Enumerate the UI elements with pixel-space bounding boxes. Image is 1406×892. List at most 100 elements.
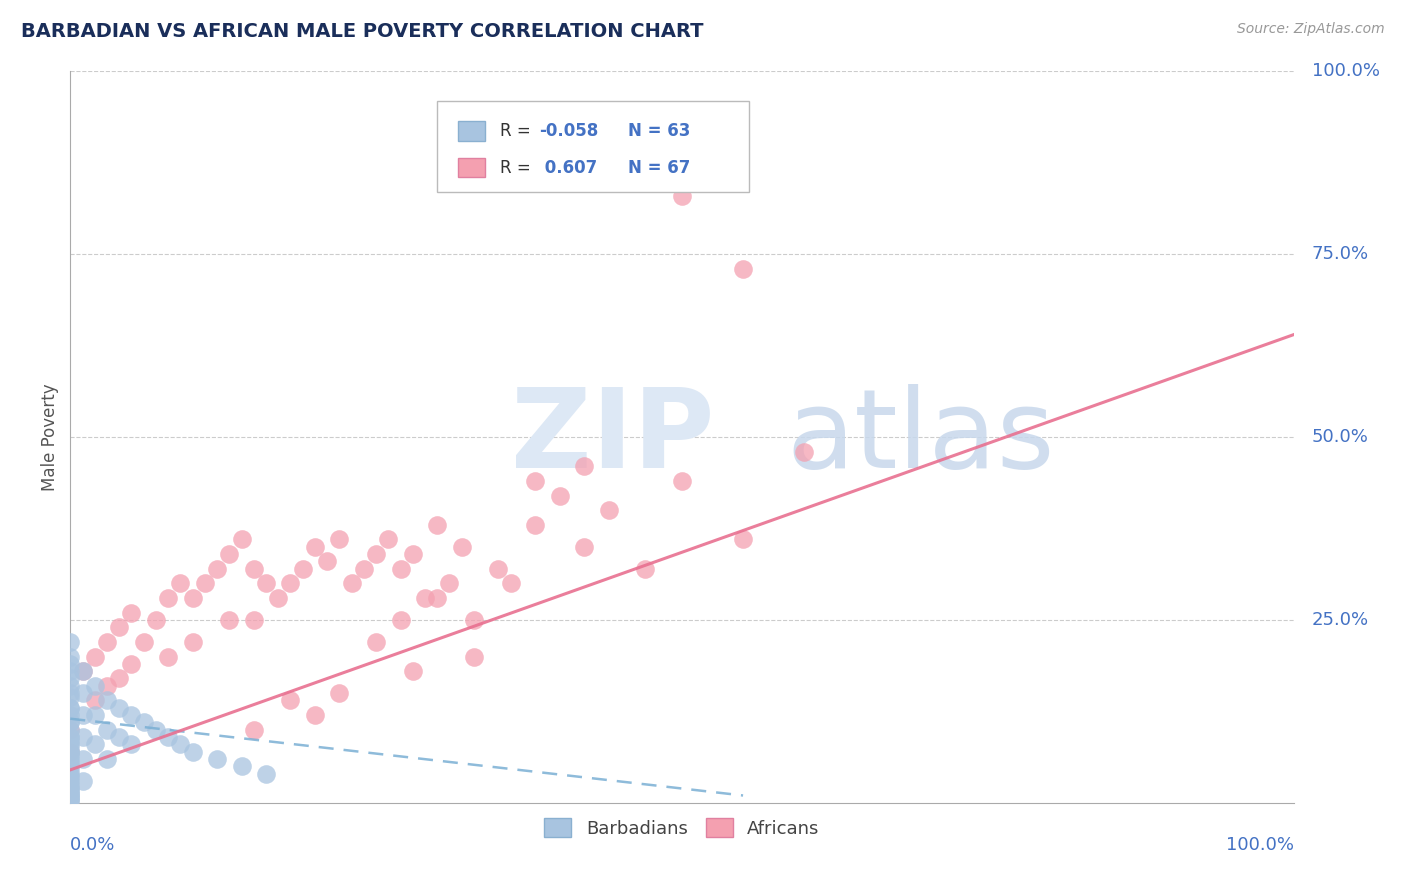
Point (59, 700, 82, 714)
Text: N = 67: N = 67 (628, 159, 690, 177)
Point (83, 708, 105, 723)
Point (121, 708, 143, 723)
Text: BARBADIAN VS AFRICAN MALE POVERTY CORRELATION CHART: BARBADIAN VS AFRICAN MALE POVERTY CORREL… (21, 22, 703, 41)
Point (83, 737, 105, 751)
Point (96, 679, 118, 693)
Point (389, 562, 412, 576)
Point (59, 766, 82, 780)
Point (733, 261, 755, 276)
Point (108, 672, 131, 686)
Text: 50.0%: 50.0% (1312, 428, 1369, 446)
Point (72, 664, 94, 678)
Point (548, 489, 571, 503)
Point (157, 730, 180, 744)
Point (181, 591, 204, 605)
Point (83, 679, 105, 693)
Point (59, 730, 82, 744)
FancyBboxPatch shape (437, 101, 749, 192)
Point (96, 693, 118, 707)
Point (426, 517, 449, 532)
Point (83, 693, 105, 707)
Point (157, 649, 180, 664)
FancyBboxPatch shape (458, 121, 485, 141)
Point (353, 562, 375, 576)
Point (132, 715, 155, 730)
Point (291, 562, 314, 576)
Text: R =: R = (499, 122, 536, 140)
Point (72, 752, 94, 766)
Point (463, 649, 485, 664)
Point (59, 733, 82, 747)
Point (108, 730, 131, 744)
Point (59, 657, 82, 671)
Point (83, 649, 105, 664)
Point (218, 547, 240, 561)
Point (59, 787, 82, 801)
Text: R =: R = (499, 159, 536, 177)
Point (194, 576, 217, 591)
Point (59, 740, 82, 755)
Point (121, 606, 143, 620)
Point (524, 517, 547, 532)
Point (59, 789, 82, 804)
Point (157, 591, 180, 605)
Point (340, 576, 363, 591)
Point (402, 547, 425, 561)
Point (254, 766, 277, 780)
Point (450, 540, 472, 554)
Point (169, 737, 191, 751)
Point (377, 533, 399, 547)
Point (59, 715, 82, 730)
Point (366, 547, 388, 561)
Point (181, 635, 204, 649)
Point (72, 708, 94, 723)
Point (59, 690, 82, 704)
Point (59, 635, 82, 649)
Point (793, 444, 815, 458)
Text: 0.607: 0.607 (538, 159, 598, 177)
Text: N = 63: N = 63 (628, 122, 690, 140)
Point (59, 672, 82, 686)
Point (72, 773, 94, 788)
Point (59, 730, 82, 744)
Point (413, 591, 436, 605)
Point (254, 576, 277, 591)
Point (280, 693, 302, 707)
Point (145, 723, 167, 737)
Point (96, 752, 118, 766)
Point (402, 664, 425, 678)
Point (205, 562, 228, 576)
Point (59, 700, 82, 714)
Point (96, 723, 118, 737)
Point (280, 576, 302, 591)
Point (121, 657, 143, 671)
Text: 100.0%: 100.0% (1312, 62, 1379, 80)
Point (634, 562, 657, 576)
Y-axis label: Male Poverty: Male Poverty (41, 384, 59, 491)
Point (96, 635, 118, 649)
Point (389, 613, 412, 627)
Point (59, 679, 82, 693)
Point (59, 785, 82, 799)
Text: 75.0%: 75.0% (1312, 245, 1369, 263)
Point (59, 649, 82, 664)
Point (499, 576, 522, 591)
Point (316, 554, 339, 568)
Point (121, 737, 143, 751)
Point (59, 715, 82, 730)
Point (572, 540, 595, 554)
Point (572, 459, 595, 474)
Text: ZIP: ZIP (510, 384, 714, 491)
Point (59, 745, 82, 759)
Point (59, 723, 82, 737)
Text: atlas: atlas (786, 384, 1054, 491)
Text: 0.0%: 0.0% (70, 836, 115, 854)
Point (205, 752, 228, 766)
Text: 25.0%: 25.0% (1312, 611, 1369, 629)
Point (243, 562, 266, 576)
Point (488, 562, 510, 576)
Point (59, 723, 82, 737)
Point (304, 708, 326, 723)
Point (72, 664, 94, 678)
Point (108, 620, 131, 634)
